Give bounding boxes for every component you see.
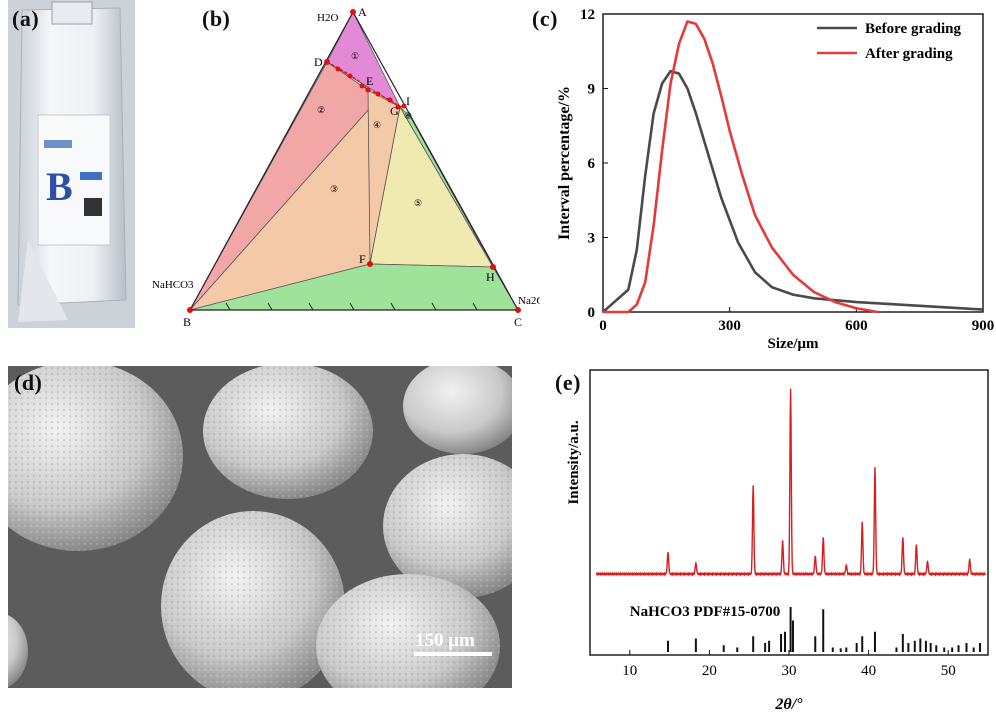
- size-distribution-chart: 0 300 600 900 0 3 6 9 12 Size/μm Interval percenta…: [556, 7, 995, 352]
- vertex-C: C: [514, 315, 522, 329]
- panel-label-c: (c): [532, 6, 558, 31]
- bag-photo: B: [8, 0, 135, 328]
- x-tick-label: 20: [702, 663, 717, 679]
- region-label-5: ⑤: [414, 198, 422, 208]
- base-ticks: [225, 302, 478, 311]
- series-line-2: [603, 20, 878, 314]
- component-right: Na2CO3: [518, 295, 540, 307]
- x-tick-label: 0: [599, 318, 607, 334]
- reference-label: NaHCO3 PDF#15-0700: [630, 604, 780, 620]
- region-label-2: ②: [317, 105, 325, 115]
- region-label-6: ⑥: [404, 111, 412, 121]
- legend-label-1: Before grading: [865, 21, 961, 37]
- vertex-I: I: [406, 94, 410, 108]
- vertex-B: B: [183, 315, 191, 329]
- panel-label-d: (d): [14, 370, 43, 395]
- y-axis-label: Intensity/a.u.: [566, 420, 582, 504]
- x-tick-label: 600: [845, 318, 868, 334]
- panel-label-e: (e): [555, 370, 581, 395]
- region-label-4: ④: [373, 120, 381, 130]
- vertex-A: A: [358, 5, 367, 19]
- component-left: NaHCO3: [152, 279, 194, 291]
- region-label-3: ③: [330, 184, 338, 194]
- y-tick-label: 12: [580, 7, 595, 23]
- y-tick-label: 3: [588, 231, 596, 247]
- region-edge: [399, 106, 494, 268]
- bag-photo-drawing: B: [8, 0, 135, 328]
- vertex-H: H: [486, 270, 495, 284]
- x-tick-label: 300: [718, 318, 741, 334]
- y-tick-label: 6: [588, 156, 596, 172]
- x-tick-label: 40: [861, 663, 876, 679]
- vertex-F: F: [359, 252, 366, 266]
- x-axis-label: Size/μm: [768, 336, 819, 352]
- x-tick-label: 30: [782, 663, 797, 679]
- y-tick-label: 0: [588, 305, 596, 321]
- component-top: H2O: [317, 12, 338, 24]
- vertex-G: G: [390, 104, 399, 118]
- x-tick-label: 50: [941, 663, 956, 679]
- solubility-curve: [326, 61, 406, 108]
- x-tick-label: 900: [972, 318, 995, 334]
- xrd-pattern-line: [595, 388, 987, 577]
- bag-letter: B: [46, 164, 73, 209]
- legend-label-2: After grading: [865, 46, 953, 62]
- region-label-1: ①: [351, 51, 359, 61]
- panel-label-b: (b): [202, 6, 231, 31]
- curve-points: [187, 9, 521, 313]
- sem-image: [8, 366, 512, 688]
- x-axis-label: 2θ/°: [774, 696, 803, 713]
- vertex-D: D: [314, 55, 323, 69]
- sem-drawing: [8, 366, 512, 688]
- vertex-E: E: [366, 74, 373, 88]
- ternary-diagram: A B C D E F G H I H2O NaHCO3 Na2CO3 ① ② …: [152, 5, 540, 329]
- panel-label-a: (a): [12, 6, 40, 31]
- xrd-chart: 10 20 30 40 50 2θ/° Intensity/a.u. NaHCO3 PDF#1…: [566, 369, 989, 713]
- sem-particles: [8, 366, 512, 688]
- x-tick-label: 10: [622, 663, 637, 679]
- scalebar-label: 150 μm: [415, 630, 475, 651]
- y-tick-label: 9: [588, 82, 596, 98]
- y-axis-label: Interval percentage/%: [556, 86, 573, 240]
